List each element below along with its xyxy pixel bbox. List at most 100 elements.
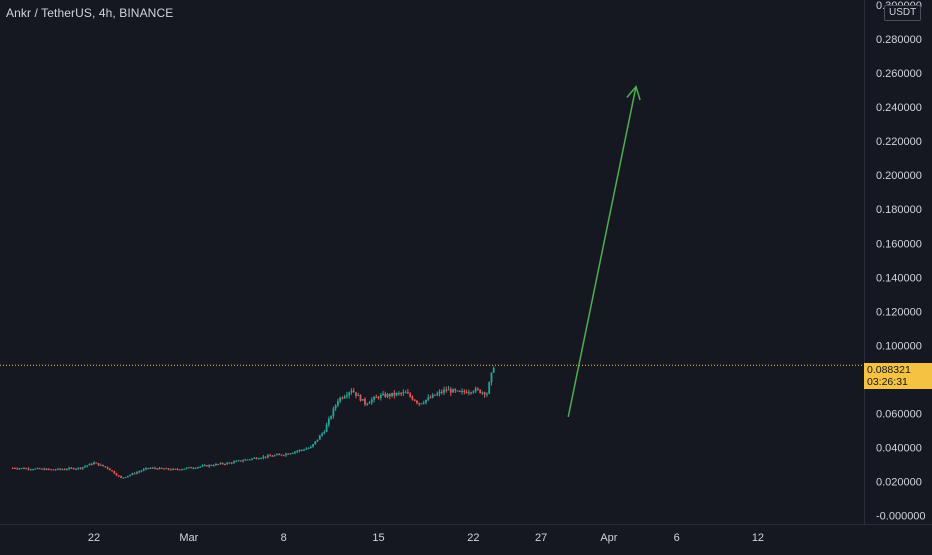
candle-body bbox=[309, 446, 312, 449]
candle-body bbox=[465, 392, 468, 394]
candle-body bbox=[420, 403, 423, 405]
y-tick-label: 0.140000 bbox=[876, 272, 922, 284]
candle-body bbox=[242, 460, 244, 462]
y-tick-label: -0.000000 bbox=[876, 511, 926, 523]
candle-body bbox=[282, 455, 285, 457]
candle-body bbox=[346, 395, 348, 397]
candle-body bbox=[364, 398, 366, 405]
candle-body bbox=[25, 468, 28, 470]
y-axis: 0.3000000.2800000.2600000.2400000.220000… bbox=[864, 0, 926, 524]
candle-body bbox=[11, 467, 14, 469]
candle-body bbox=[285, 453, 287, 456]
candle-body bbox=[248, 459, 251, 461]
candle-body bbox=[375, 396, 378, 398]
candle-body bbox=[291, 452, 294, 454]
candle-body bbox=[190, 467, 193, 469]
candle-body bbox=[66, 469, 68, 471]
candle-body bbox=[298, 449, 301, 452]
candle-body bbox=[377, 396, 380, 398]
candle-body bbox=[368, 402, 371, 404]
candle-body bbox=[359, 394, 362, 401]
candle-body bbox=[486, 393, 488, 395]
x-axis: 22 Mar 8 15 22 27 Apr 6 12 bbox=[0, 524, 932, 544]
candle-body bbox=[27, 468, 30, 470]
candle-body bbox=[133, 473, 136, 475]
candle-body bbox=[187, 467, 190, 469]
candle-body bbox=[280, 454, 283, 456]
candle-body bbox=[126, 475, 129, 478]
candle-body bbox=[440, 391, 443, 393]
candle-body bbox=[45, 468, 48, 470]
candle-body bbox=[102, 464, 104, 467]
candle-body bbox=[443, 389, 445, 393]
candle-body bbox=[427, 397, 430, 400]
candle-body bbox=[235, 460, 238, 462]
last-price-value: 0.088321 bbox=[867, 364, 911, 376]
x-tick-label: Apr bbox=[600, 532, 617, 544]
candle-body bbox=[230, 462, 233, 464]
candle-body bbox=[199, 466, 202, 468]
candle-body bbox=[492, 368, 495, 373]
candle-body bbox=[411, 396, 414, 400]
candle-body bbox=[273, 455, 276, 457]
y-tick-label: 0.260000 bbox=[876, 68, 922, 80]
y-tick-label: 0.180000 bbox=[876, 204, 922, 216]
candle-body bbox=[463, 390, 466, 393]
candle-body bbox=[120, 476, 122, 478]
candle-body bbox=[388, 394, 391, 397]
candle-body bbox=[131, 473, 134, 475]
candle-body bbox=[296, 451, 299, 453]
candle-body bbox=[467, 392, 470, 394]
candle-body bbox=[104, 466, 107, 468]
candle-body bbox=[479, 389, 482, 393]
candle-body bbox=[246, 459, 249, 461]
candle-body bbox=[316, 439, 319, 442]
y-tick-label: 0.040000 bbox=[876, 443, 922, 455]
y-tick-label: 0.240000 bbox=[876, 102, 922, 114]
candle-body bbox=[461, 390, 464, 392]
candle-body bbox=[106, 467, 109, 469]
candle-body bbox=[449, 389, 452, 393]
candle-body bbox=[93, 462, 95, 465]
candle-body bbox=[208, 464, 211, 467]
candle-body bbox=[183, 468, 186, 470]
candle-body bbox=[117, 475, 120, 477]
candle-body bbox=[206, 465, 208, 467]
candle-body bbox=[36, 468, 39, 470]
candle-body bbox=[262, 456, 265, 459]
candle-body bbox=[23, 468, 25, 470]
candle-body bbox=[416, 400, 418, 403]
candle-body bbox=[404, 392, 407, 394]
candle-body bbox=[447, 389, 450, 391]
y-tick-label: 0.160000 bbox=[876, 238, 922, 250]
candle-body bbox=[337, 401, 339, 406]
currency-badge[interactable]: USDT bbox=[884, 5, 922, 21]
candle-body bbox=[167, 468, 170, 470]
candle-body bbox=[472, 391, 475, 393]
candle-body bbox=[330, 416, 333, 419]
candle-body bbox=[477, 388, 479, 390]
candle-body bbox=[90, 463, 93, 465]
candle-body bbox=[474, 388, 477, 392]
candle-body bbox=[122, 477, 125, 479]
candle-body bbox=[407, 392, 409, 394]
candle-body bbox=[226, 462, 229, 465]
candle-body bbox=[470, 392, 473, 394]
candle-body bbox=[332, 408, 335, 417]
x-tick-label: 22 bbox=[467, 532, 479, 544]
candle-body bbox=[436, 393, 439, 396]
y-tick-label: 0.280000 bbox=[876, 34, 922, 46]
candle-body bbox=[29, 469, 32, 471]
candle-body bbox=[61, 469, 64, 471]
candle-body bbox=[357, 394, 360, 396]
candle-body bbox=[136, 472, 138, 474]
candle-body bbox=[307, 448, 310, 450]
x-tick-label: 8 bbox=[281, 532, 287, 544]
candle-body bbox=[158, 467, 161, 470]
candle-body bbox=[108, 468, 111, 471]
candle-body bbox=[300, 449, 303, 451]
candle-body bbox=[413, 399, 416, 401]
candle-body bbox=[192, 468, 195, 470]
